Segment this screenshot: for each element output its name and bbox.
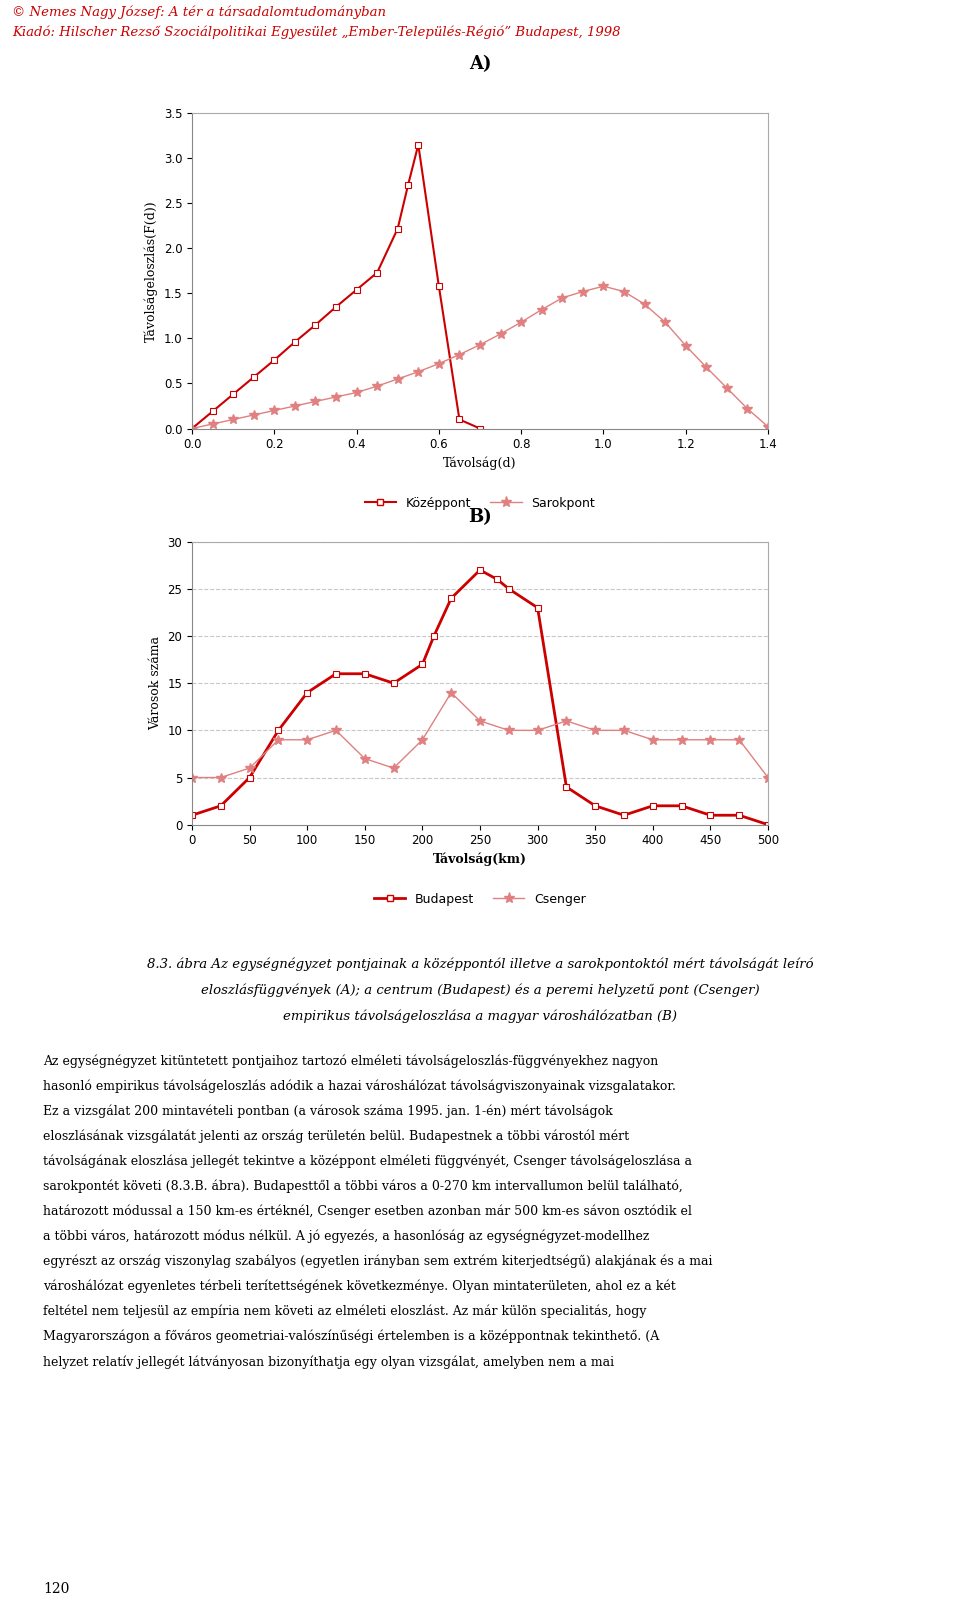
Text: eloszlásfüggvények (A); a centrum (Budapest) és a peremi helyzetű pont (Csenger): eloszlásfüggvények (A); a centrum (Budap… — [201, 983, 759, 996]
Text: a többi város, határozott módus nélkül. A jó egyezés, a hasonlóság az egységnégy: a többi város, határozott módus nélkül. … — [43, 1229, 650, 1243]
Text: sarokpontét követi (8.3.B. ábra). Budapesttől a többi város a 0-270 km intervall: sarokpontét követi (8.3.B. ábra). Budape… — [43, 1180, 683, 1193]
X-axis label: Távolság(d): Távolság(d) — [444, 456, 516, 471]
Text: 8.3. ábra Az egységnégyzet pontjainak a középpontól illetve a sarokpontoktól mér: 8.3. ábra Az egységnégyzet pontjainak a … — [147, 957, 813, 970]
Y-axis label: Városok száma: Városok száma — [149, 635, 162, 731]
Legend: Középpont, Sarokpont: Középpont, Sarokpont — [360, 492, 600, 514]
Text: empirikus távolságeloszlása a magyar városhálózatban (B): empirikus távolságeloszlása a magyar vár… — [283, 1009, 677, 1022]
Text: egyrészt az ország viszonylag szabályos (egyetlen irányban sem extrém kiterjedts: egyrészt az ország viszonylag szabályos … — [43, 1255, 712, 1268]
X-axis label: Távolság(km): Távolság(km) — [433, 852, 527, 867]
Text: városhálózat egyenletes térbeli terítettségének következménye. Olyan mintaterüle: városhálózat egyenletes térbeli terített… — [43, 1281, 676, 1294]
Text: Magyarországon a főváros geometriai-valószínűségi értelemben is a középpontnak t: Magyarországon a főváros geometriai-való… — [43, 1329, 660, 1344]
Text: Ez a vizsgálat 200 mintavételi pontban (a városok száma 1995. jan. 1-én) mért tá: Ez a vizsgálat 200 mintavételi pontban (… — [43, 1104, 612, 1117]
Y-axis label: Távolságeloszlás(F(d)): Távolságeloszlás(F(d)) — [145, 201, 158, 341]
Text: B): B) — [468, 508, 492, 526]
Text: © Nemes Nagy József: A tér a társadalomtudományban: © Nemes Nagy József: A tér a társadalomt… — [12, 5, 387, 19]
Legend: Budapest, Csenger: Budapest, Csenger — [369, 888, 591, 910]
Text: távolságának eloszlása jellegét tekintve a középpont elméleti függvényét, Csenge: távolságának eloszlása jellegét tekintve… — [43, 1155, 692, 1167]
Text: Az egységnégyzet kitüntetett pontjaihoz tartozó elméleti távolságeloszlás-függvé: Az egységnégyzet kitüntetett pontjaihoz … — [43, 1054, 659, 1067]
Text: határozott módussal a 150 km-es értéknél, Csenger esetben azonban már 500 km-es : határozott módussal a 150 km-es értéknél… — [43, 1205, 692, 1218]
Text: A): A) — [468, 55, 492, 73]
Text: eloszlásának vizsgálatát jelenti az ország területén belül. Budapestnek a többi : eloszlásának vizsgálatát jelenti az orsz… — [43, 1129, 630, 1143]
Text: hasonló empirikus távolságeloszlás adódik a hazai városhálózat távolságviszonyai: hasonló empirikus távolságeloszlás adódi… — [43, 1080, 676, 1093]
Text: feltétel nem teljesül az empíria nem követi az elméleti eloszlást. Az már külön : feltétel nem teljesül az empíria nem köv… — [43, 1305, 647, 1318]
Text: Kiadó: Hilscher Rezső Szociálpolitikai Egyesület „Ember-Település-Régió” Budapes: Kiadó: Hilscher Rezső Szociálpolitikai E… — [12, 26, 621, 39]
Text: helyzet relatív jellegét látványosan bizonyíthatja egy olyan vizsgálat, amelyben: helyzet relatív jellegét látványosan biz… — [43, 1355, 614, 1368]
Text: 120: 120 — [43, 1581, 69, 1596]
